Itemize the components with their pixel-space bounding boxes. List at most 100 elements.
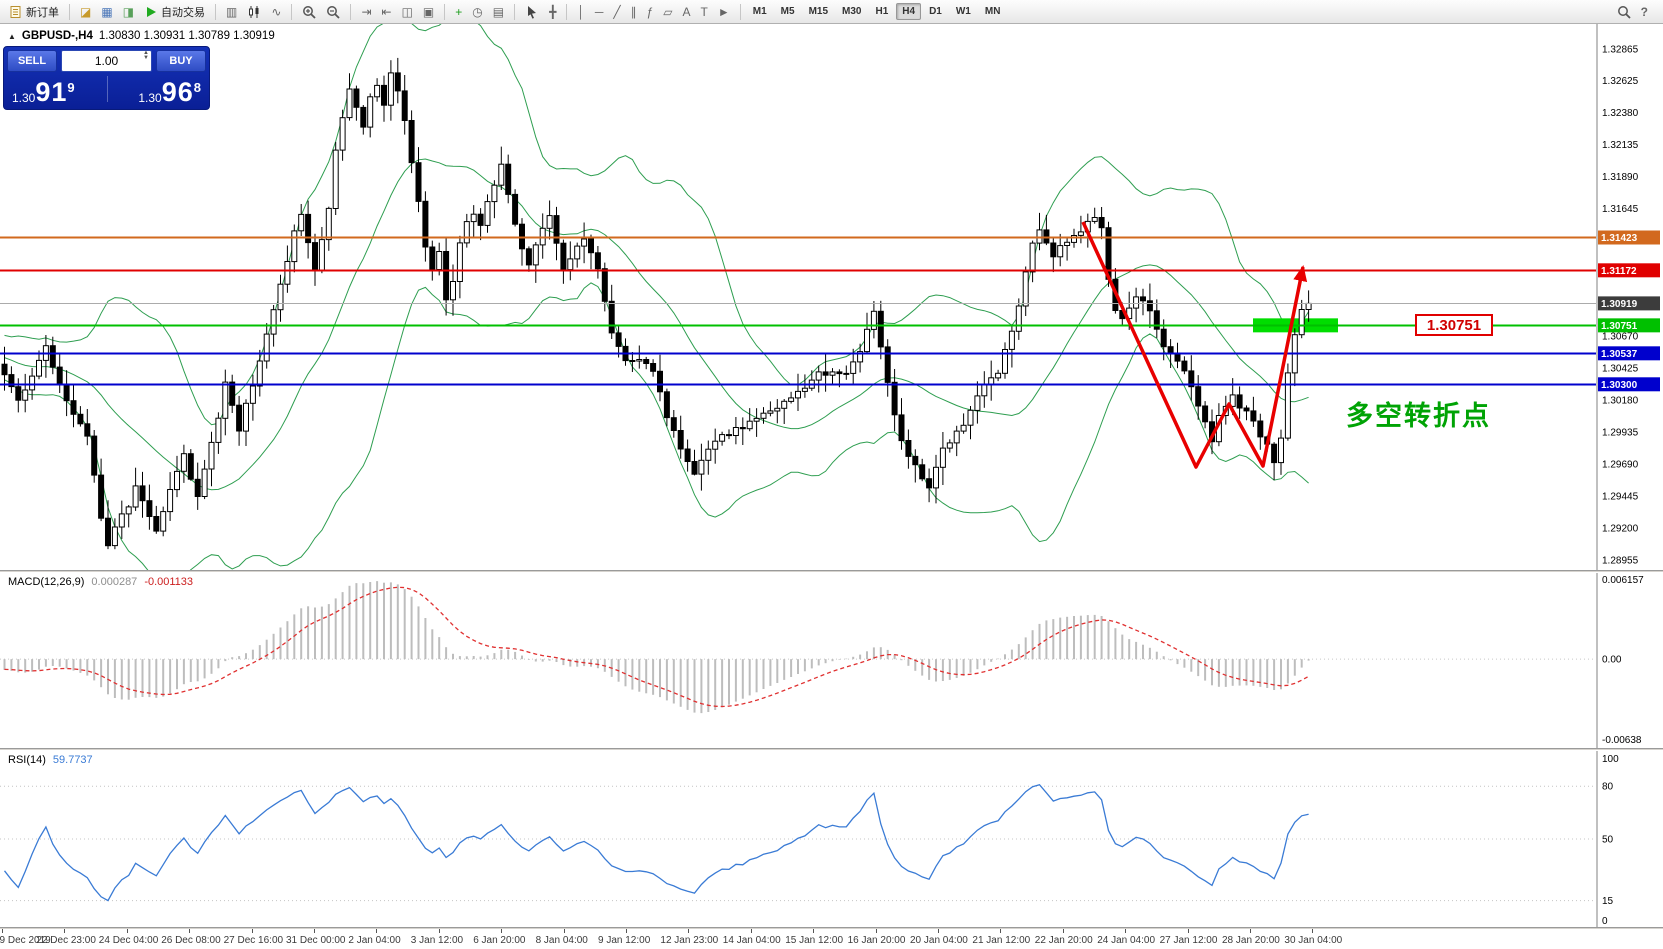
timeframe-h4[interactable]: H4 — [896, 3, 922, 20]
time-label: 24 Jan 04:00 — [1097, 935, 1156, 946]
cursor-icon[interactable] — [520, 2, 544, 22]
time-label: 12 Jan 23:00 — [660, 935, 719, 946]
bar-chart-icon[interactable]: ▥ — [226, 4, 238, 19]
vertical-line-icon[interactable]: │ — [577, 4, 585, 19]
time-label: 14 Jan 04:00 — [722, 935, 781, 946]
channel-icon[interactable]: ∥ — [630, 4, 637, 19]
symbol-ohlc: 1.30830 1.30931 1.30789 1.30919 — [98, 30, 275, 42]
timeframe-m30[interactable]: M30 — [842, 6, 862, 17]
indicators-icon[interactable]: + — [455, 4, 463, 19]
timeframe-m15[interactable]: M15 — [808, 6, 829, 17]
toolbar-separator — [514, 3, 516, 20]
bollinger-bands — [4, 24, 1310, 570]
panel-splitter[interactable] — [0, 570, 1663, 573]
main-chart-panel[interactable]: 1.32865 1.32625 1.32380 1.32135 1.31890 1.316… — [0, 24, 1663, 570]
svg-text:1.31890: 1.31890 — [1602, 172, 1639, 183]
symbol-name: GBPUSD-,H4 — [21, 30, 93, 42]
timeframe-m5[interactable]: M5 — [780, 6, 795, 17]
time-tick — [1000, 929, 1002, 933]
rsi-canvas[interactable]: 100 80 50 15 0 — [0, 751, 1663, 927]
time-tick — [64, 929, 66, 933]
crosshair-icon[interactable]: ╋ — [549, 4, 557, 19]
timeframe-m1[interactable]: M1 — [752, 6, 767, 17]
price-axis[interactable]: 1.32865 1.32625 1.32380 1.32135 1.31890 1.316… — [1596, 24, 1663, 570]
toolbar-separator — [739, 3, 741, 20]
main-chart-canvas[interactable]: 1.32865 1.32625 1.32380 1.32135 1.31890 1.316… — [0, 24, 1663, 570]
macd-panel[interactable]: 0.006157 0.00 -0.00638 MACD(12,26,9) 0.000… — [0, 573, 1663, 748]
time-label: 3 Jan 12:00 — [410, 935, 464, 946]
svg-text:0: 0 — [1602, 916, 1608, 927]
time-label: 27 Jan 12:00 — [1159, 935, 1218, 946]
time-label: 24 Dec 04:00 — [98, 935, 159, 946]
svg-text:1.30425: 1.30425 — [1602, 363, 1639, 374]
timeframe-w1[interactable]: W1 — [955, 6, 971, 17]
fibonacci-icon[interactable]: ƒ — [646, 4, 654, 19]
macd-label: MACD(12,26,9) 0.000287 -0.001133 — [8, 576, 193, 588]
search-icon[interactable] — [1612, 2, 1636, 22]
label-icon[interactable]: T — [700, 4, 708, 19]
templates-icon[interactable]: ▤ — [492, 4, 505, 19]
periods-icon[interactable]: ◷ — [472, 4, 483, 19]
new-order-button[interactable]: 新订单 — [4, 2, 64, 22]
volume-spinner[interactable]: ▲ ▼ — [143, 50, 149, 61]
auto-scroll-icon[interactable]: ⇥ — [361, 4, 372, 19]
zoom-out-icon[interactable] — [321, 2, 345, 22]
svg-text:50: 50 — [1602, 835, 1614, 846]
macd-axis[interactable]: 0.006157 0.00 -0.00638 — [1596, 573, 1663, 748]
trendline-icon[interactable]: ╱ — [613, 4, 621, 19]
zoom-in-icon[interactable] — [297, 2, 321, 22]
svg-text:1.31423: 1.31423 — [1601, 233, 1638, 244]
new-chart-icon[interactable]: ▣ — [422, 4, 435, 19]
macd-histogram — [3, 581, 1310, 714]
toolbar-separator — [350, 3, 352, 20]
market-watch-icon[interactable]: ◪ — [80, 4, 92, 19]
line-chart-icon[interactable]: ∿ — [271, 4, 282, 19]
arrow-objects-icon[interactable]: ► — [717, 4, 730, 19]
candlestick-chart-icon[interactable] — [242, 2, 266, 22]
spin-down-icon[interactable]: ▼ — [143, 55, 149, 61]
svg-text:1.30180: 1.30180 — [1602, 395, 1639, 406]
rsi-line — [3, 783, 1309, 902]
time-tick — [1125, 929, 1127, 933]
rsi-axis[interactable]: 100 80 50 15 0 — [1596, 751, 1663, 927]
rsi-label: RSI(14) 59.7737 — [8, 754, 93, 766]
svg-text:0.00: 0.00 — [1602, 655, 1622, 666]
time-tick — [688, 929, 690, 933]
collapse-arrow-icon[interactable]: ▲ — [8, 31, 16, 41]
price-tag-label[interactable]: 1.30751 — [1415, 314, 1493, 336]
navigator-icon[interactable]: ◨ — [122, 4, 135, 19]
time-label: 22 Jan 20:00 — [1034, 935, 1093, 946]
time-label: 15 Jan 12:00 — [785, 935, 844, 946]
time-tick — [126, 929, 128, 933]
help-icon[interactable]: ? — [1640, 4, 1648, 19]
macd-canvas[interactable]: 0.006157 0.00 -0.00638 — [0, 573, 1663, 748]
time-label: 20 Jan 04:00 — [910, 935, 968, 946]
horizontal-line-icon[interactable]: ─ — [594, 4, 604, 19]
tile-windows-icon[interactable]: ◫ — [401, 4, 413, 19]
shapes-icon[interactable]: ▱ — [663, 4, 673, 19]
annotation-arrow[interactable] — [1081, 221, 1308, 469]
text-icon[interactable]: A — [682, 4, 691, 19]
spin-up-icon[interactable]: ▲ — [143, 50, 149, 56]
chart-shift-icon[interactable]: ⇤ — [381, 4, 392, 19]
rsi-panel[interactable]: 100 80 50 15 0 RSI(14) 59.7737 — [0, 751, 1663, 927]
svg-text:80: 80 — [1602, 782, 1614, 793]
volume-input[interactable]: 1.00 ▲ ▼ — [61, 50, 152, 72]
timeframe-h1[interactable]: H1 — [875, 6, 889, 17]
data-window-icon[interactable]: ▦ — [101, 4, 113, 19]
svg-text:15: 15 — [1602, 896, 1614, 907]
timeframe-mn[interactable]: MN — [984, 6, 1001, 17]
buy-button[interactable]: BUY — [156, 50, 206, 72]
time-label: 16 Jan 20:00 — [847, 935, 906, 946]
timeframe-d1[interactable]: D1 — [929, 6, 942, 17]
time-tick — [938, 929, 939, 933]
autotrading-button[interactable]: 自动交易 — [139, 2, 210, 22]
macd-signal-value: -0.001133 — [144, 576, 194, 588]
time-tick — [1312, 929, 1314, 933]
sell-button[interactable]: SELL — [7, 50, 57, 72]
annotation-note[interactable]: 多空转折点 — [1346, 401, 1491, 431]
panel-splitter[interactable] — [0, 748, 1663, 751]
horizontal-lines[interactable] — [0, 236, 1596, 386]
toolbar: 新订单 ◪ ▦ ◨ 自动交易 ▥ ∿ ⇥ ⇤ ◫ ▣ + ◷ ▤ ╋ │ ─ ╱ ∥ ƒ ▱ A T ► M1 M5 M15 M30… — [0, 0, 1663, 24]
